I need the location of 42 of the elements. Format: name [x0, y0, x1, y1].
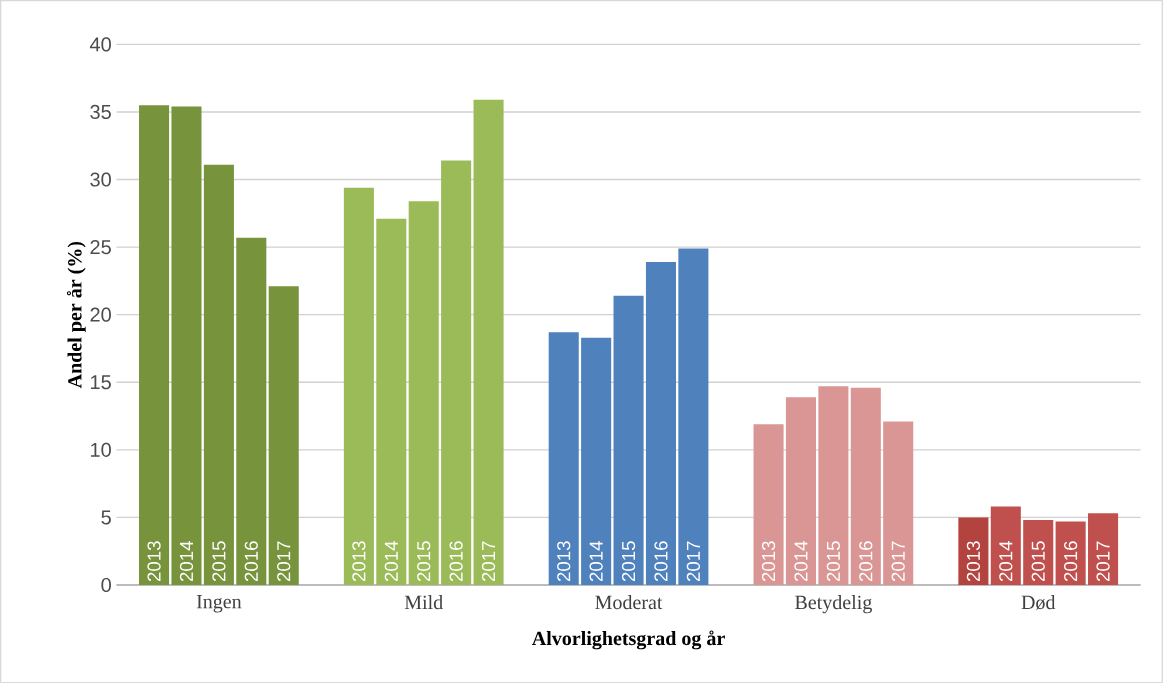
text: 2017: [1096, 541, 1110, 581]
text: 2016: [449, 541, 463, 581]
x-tick-label: Død: [1021, 594, 1056, 610]
y-tick-label: 35: [90, 104, 111, 119]
y-tick-label: 15: [91, 375, 111, 390]
y-axis-title: Andel per år (%): [66, 241, 86, 388]
y-tick-label: 20: [90, 307, 111, 322]
y-tick-label: 5: [101, 510, 111, 525]
text: 2015: [621, 541, 636, 581]
text: 2014: [589, 540, 603, 581]
text: 2014: [999, 540, 1013, 581]
y-tick-label: 30: [90, 172, 111, 187]
text: 2017: [891, 541, 905, 581]
text: 2014: [384, 540, 398, 581]
x-tick-label: Ingen: [196, 594, 242, 613]
bar: [958, 517, 989, 585]
x-tick-label: Mild: [404, 594, 443, 609]
text: 2017: [481, 541, 496, 581]
series-label: 2015: [212, 541, 226, 581]
text: 2013: [966, 541, 981, 581]
series-label: 2016: [244, 541, 258, 581]
x-tick-label: Moderat: [595, 594, 663, 609]
y-tick-label: 0: [101, 577, 111, 592]
y-tick-label: 10: [91, 442, 111, 457]
text: 2015: [826, 541, 841, 581]
series-label: 2013: [147, 541, 161, 581]
text: 2016: [1064, 541, 1078, 581]
text: 2013: [761, 541, 776, 581]
text: 2016: [654, 541, 668, 581]
y-tick-label: 40: [89, 37, 111, 52]
x-axis-title: Alvorlighetsgrad og år: [531, 630, 725, 650]
text: 2017: [686, 541, 701, 581]
y-tick-label: 25: [90, 239, 111, 254]
text: 2013: [557, 541, 571, 581]
text: 2014: [794, 540, 808, 581]
series-label: 2014: [179, 540, 194, 581]
text: 2016: [859, 541, 873, 581]
series-label: 2017: [277, 541, 291, 581]
text: 2015: [417, 541, 431, 581]
x-tick-label: Betydelig: [795, 594, 872, 614]
text: 2015: [1031, 541, 1045, 581]
text: 2013: [352, 541, 366, 581]
